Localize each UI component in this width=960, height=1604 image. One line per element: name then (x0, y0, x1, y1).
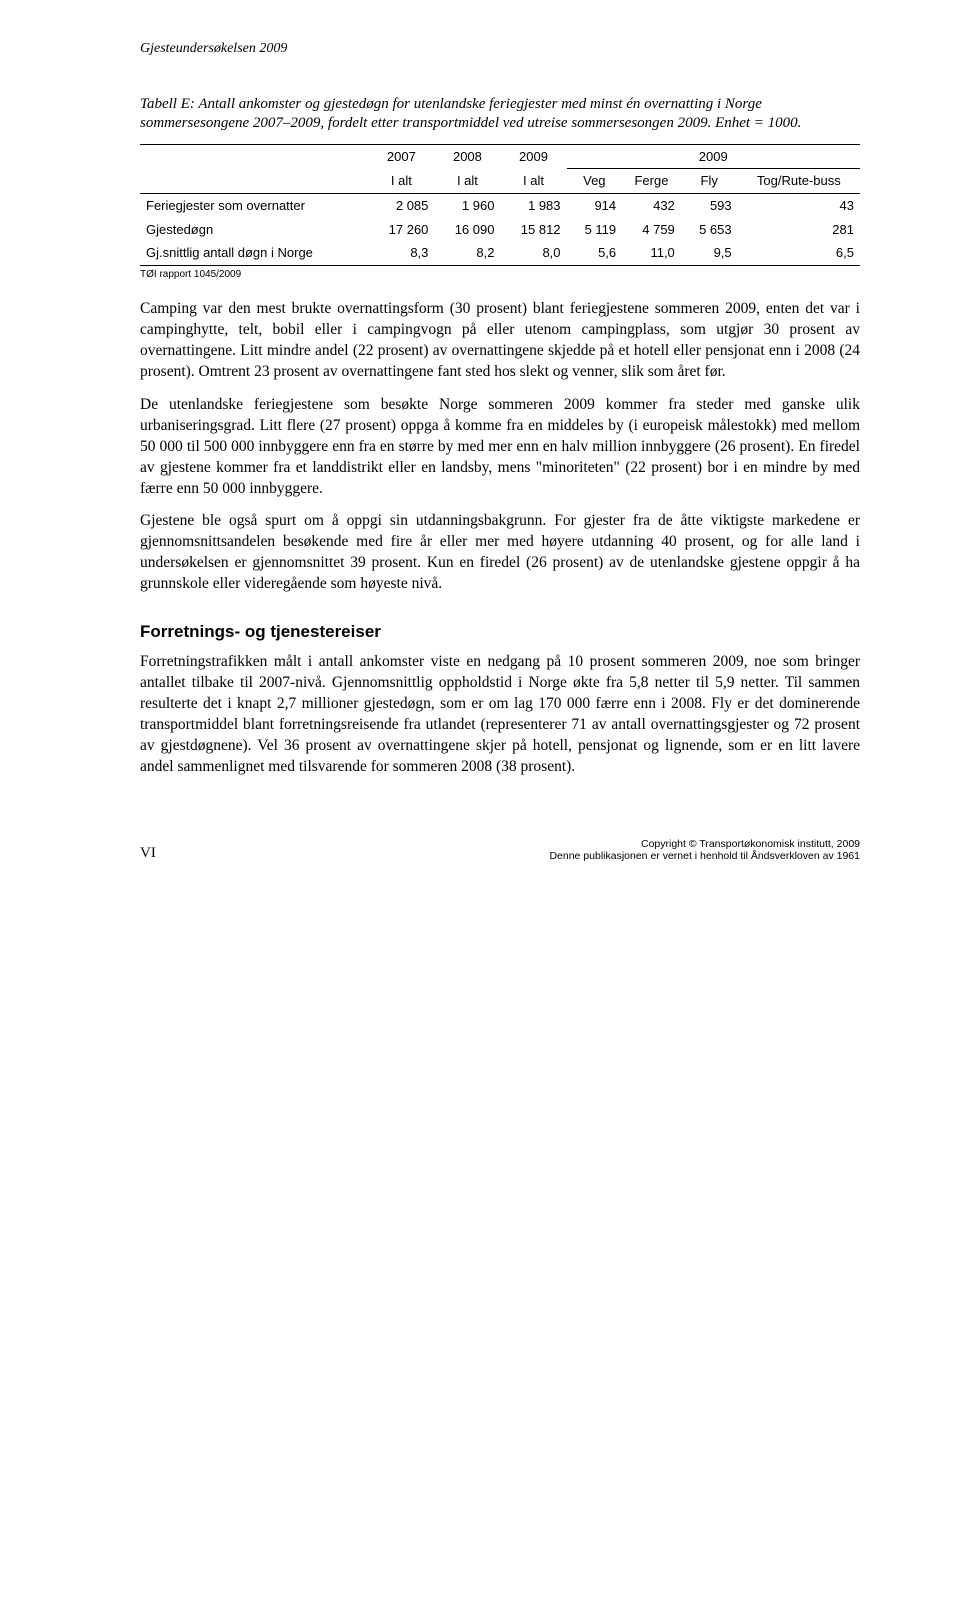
page-number: VI (140, 843, 156, 863)
running-header: Gjesteundersøkelsen 2009 (140, 40, 860, 59)
table-source: TØI rapport 1045/2009 (140, 268, 860, 282)
subhead-togbuss: Tog/Rute-buss (738, 169, 860, 194)
subhead-ialt3: I alt (500, 169, 566, 194)
col-group-2008: 2008 (434, 144, 500, 169)
table-row: Feriegjester som overnatter 2 085 1 960 … (140, 193, 860, 217)
copyright-block: Copyright © Transportøkonomisk institutt… (549, 838, 860, 863)
table-caption: Tabell E: Antall ankomster og gjestedøgn… (140, 95, 860, 134)
subhead-ialt1: I alt (368, 169, 434, 194)
col-group-2009a: 2009 (500, 144, 566, 169)
paragraph: Forretningstrafikken målt i antall ankom… (140, 652, 860, 778)
subhead-ialt2: I alt (434, 169, 500, 194)
paragraph: De utenlandske feriegjestene som besøkte… (140, 395, 860, 500)
table-row: Gjestedøgn 17 260 16 090 15 812 5 119 4 … (140, 218, 860, 242)
copyright-line: Copyright © Transportøkonomisk institutt… (549, 838, 860, 851)
paragraph: Gjestene ble også spurt om å oppgi sin u… (140, 511, 860, 595)
page-footer: VI Copyright © Transportøkonomisk instit… (140, 838, 860, 863)
section-heading: Forretnings- og tjenestereiser (140, 621, 860, 644)
subhead-ferge: Ferge (622, 169, 681, 194)
subhead-fly: Fly (681, 169, 738, 194)
table-row: Gj.snittlig antall døgn i Norge 8,3 8,2 … (140, 241, 860, 265)
col-group-2009b: 2009 (567, 144, 860, 169)
subhead-veg: Veg (567, 169, 623, 194)
copyright-line: Denne publikasjonen er vernet i henhold … (549, 850, 860, 863)
paragraph: Camping var den mest brukte overnattings… (140, 299, 860, 383)
data-table: 2007 2008 2009 2009 I alt I alt I alt Ve… (140, 144, 860, 266)
col-group-2007: 2007 (368, 144, 434, 169)
